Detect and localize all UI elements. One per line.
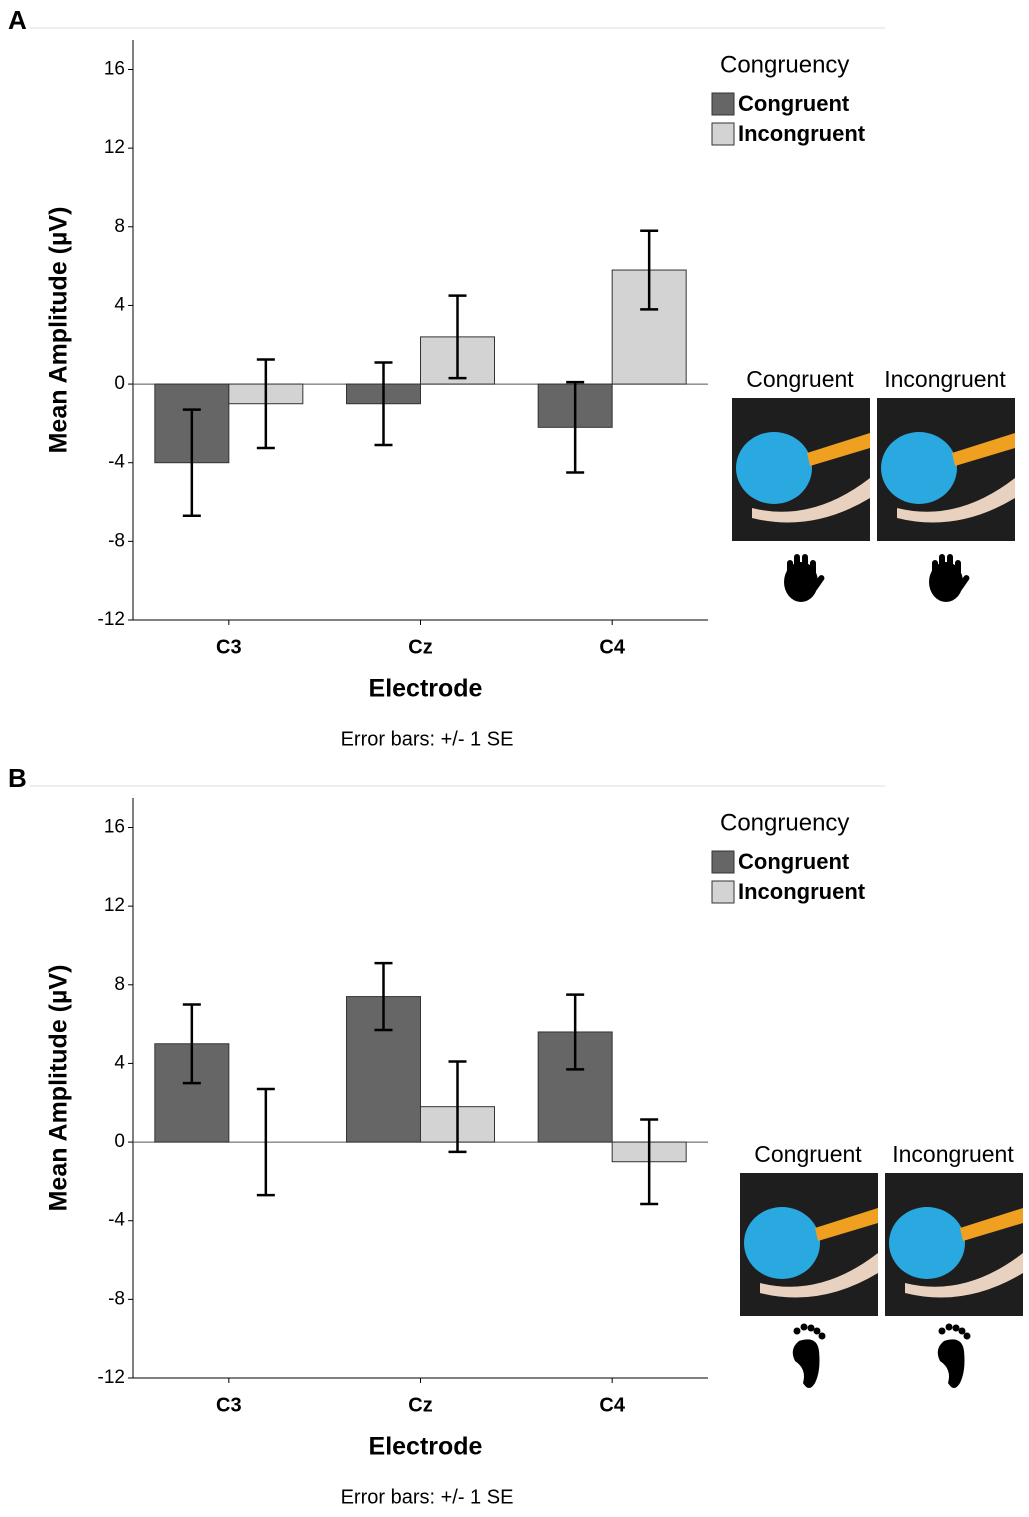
thumb [956,575,970,591]
y-axis-title: Mean Amplitude (µV) [45,965,73,1212]
legend-swatch [711,122,735,146]
x-tick-label: Cz [408,1394,432,1416]
y-tick-label: 12 [104,895,125,916]
image-label: Incongruent [884,366,1006,392]
foot-icon [792,1339,820,1388]
legend-title: Congruency [720,809,849,836]
arm [905,1253,1023,1298]
finger [810,560,816,584]
x-axis-title: Electrode [369,675,483,703]
y-tick-label: 4 [114,294,125,315]
error-bar [374,961,393,1032]
y-tick-label: 4 [114,1052,125,1073]
note: Error bars: +/- 1 SE [341,728,514,750]
legend-swatch [711,92,735,116]
y-axis-title: Mean Amplitude (µV) [45,207,73,454]
y-tick-label: -12 [98,609,125,630]
legend-label: Congruent [738,91,850,116]
finger [947,554,953,578]
legend-title: Congruency [720,51,849,78]
error-bar [566,993,585,1071]
finger [955,560,961,584]
y-tick-label: -8 [108,530,125,551]
y-tick-label: 16 [104,59,125,80]
stimulus-photo [740,1173,878,1388]
y-tick-label: -4 [108,1210,125,1231]
beak [952,433,1015,466]
y-tick-label: 0 [114,1131,125,1152]
stimulus-photo [885,1173,1023,1388]
y-tick-label: -4 [108,452,125,473]
toe [963,1332,971,1340]
error-bar [182,408,201,518]
legend-label: Incongruent [738,121,866,146]
y-tick-label: 8 [114,974,125,995]
x-tick-label: Cz [408,636,432,658]
y-tick-label: -8 [108,1288,125,1309]
error-bar [182,1003,201,1085]
error-bar [374,361,393,447]
x-tick-label: C3 [216,636,242,658]
stimulus-photo [877,398,1015,602]
beak [960,1208,1023,1241]
finger [932,560,938,584]
arm [752,478,870,523]
y-tick-label: 12 [104,137,125,158]
toe [800,1323,808,1331]
image-label: Incongruent [892,1141,1014,1167]
error-bar [448,1060,467,1154]
feather-duster [881,432,957,504]
feather-duster [736,432,812,504]
y-tick-label: -12 [98,1367,125,1388]
note: Error bars: +/- 1 SE [341,1486,514,1508]
x-tick-label: C4 [599,1394,625,1416]
thumb [811,575,825,591]
y-tick-label: 16 [104,817,125,838]
panel-label: B [8,763,27,793]
arm [760,1253,878,1298]
foot-icon [937,1339,965,1388]
error-bar [640,229,659,311]
panel-label: A [8,5,27,35]
legend-swatch [711,880,735,904]
toe [952,1324,960,1332]
error-bar [640,1118,659,1206]
toe [945,1323,953,1331]
panel: B -12 -8 -4 0 4 8 12 16 C3 Cz C4 Electrode Mean Ampli… [8,763,1023,1508]
toe [793,1327,801,1335]
finger [794,554,800,578]
toe [813,1327,821,1335]
legend-label: Incongruent [738,879,866,904]
x-tick-label: C3 [216,1394,242,1416]
error-bar [566,380,585,474]
stimulus-photo [732,398,870,602]
panel: A -12 -8 -4 0 4 8 12 16 C3 Cz C4 Electrode Mean Ampli… [8,5,1015,750]
toe [958,1327,966,1335]
error-bar [256,358,275,450]
beak [815,1208,878,1241]
image-label: Congruent [746,366,854,392]
toe [818,1332,826,1340]
legend-label: Congruent [738,849,850,874]
image-label: Congruent [754,1141,862,1167]
x-axis-title: Electrode [369,1433,483,1461]
error-bar [256,1087,275,1197]
feather-duster [744,1207,820,1279]
x-tick-label: C4 [599,636,625,658]
beak [807,433,870,466]
y-tick-label: 8 [114,216,125,237]
arm [897,478,1015,523]
toe [938,1327,946,1335]
legend-swatch [711,850,735,874]
y-tick-label: 0 [114,373,125,394]
finger [802,554,808,578]
finger [787,560,793,584]
error-bar [448,294,467,380]
feather-duster [889,1207,965,1279]
toe [807,1324,815,1332]
finger [939,554,945,578]
